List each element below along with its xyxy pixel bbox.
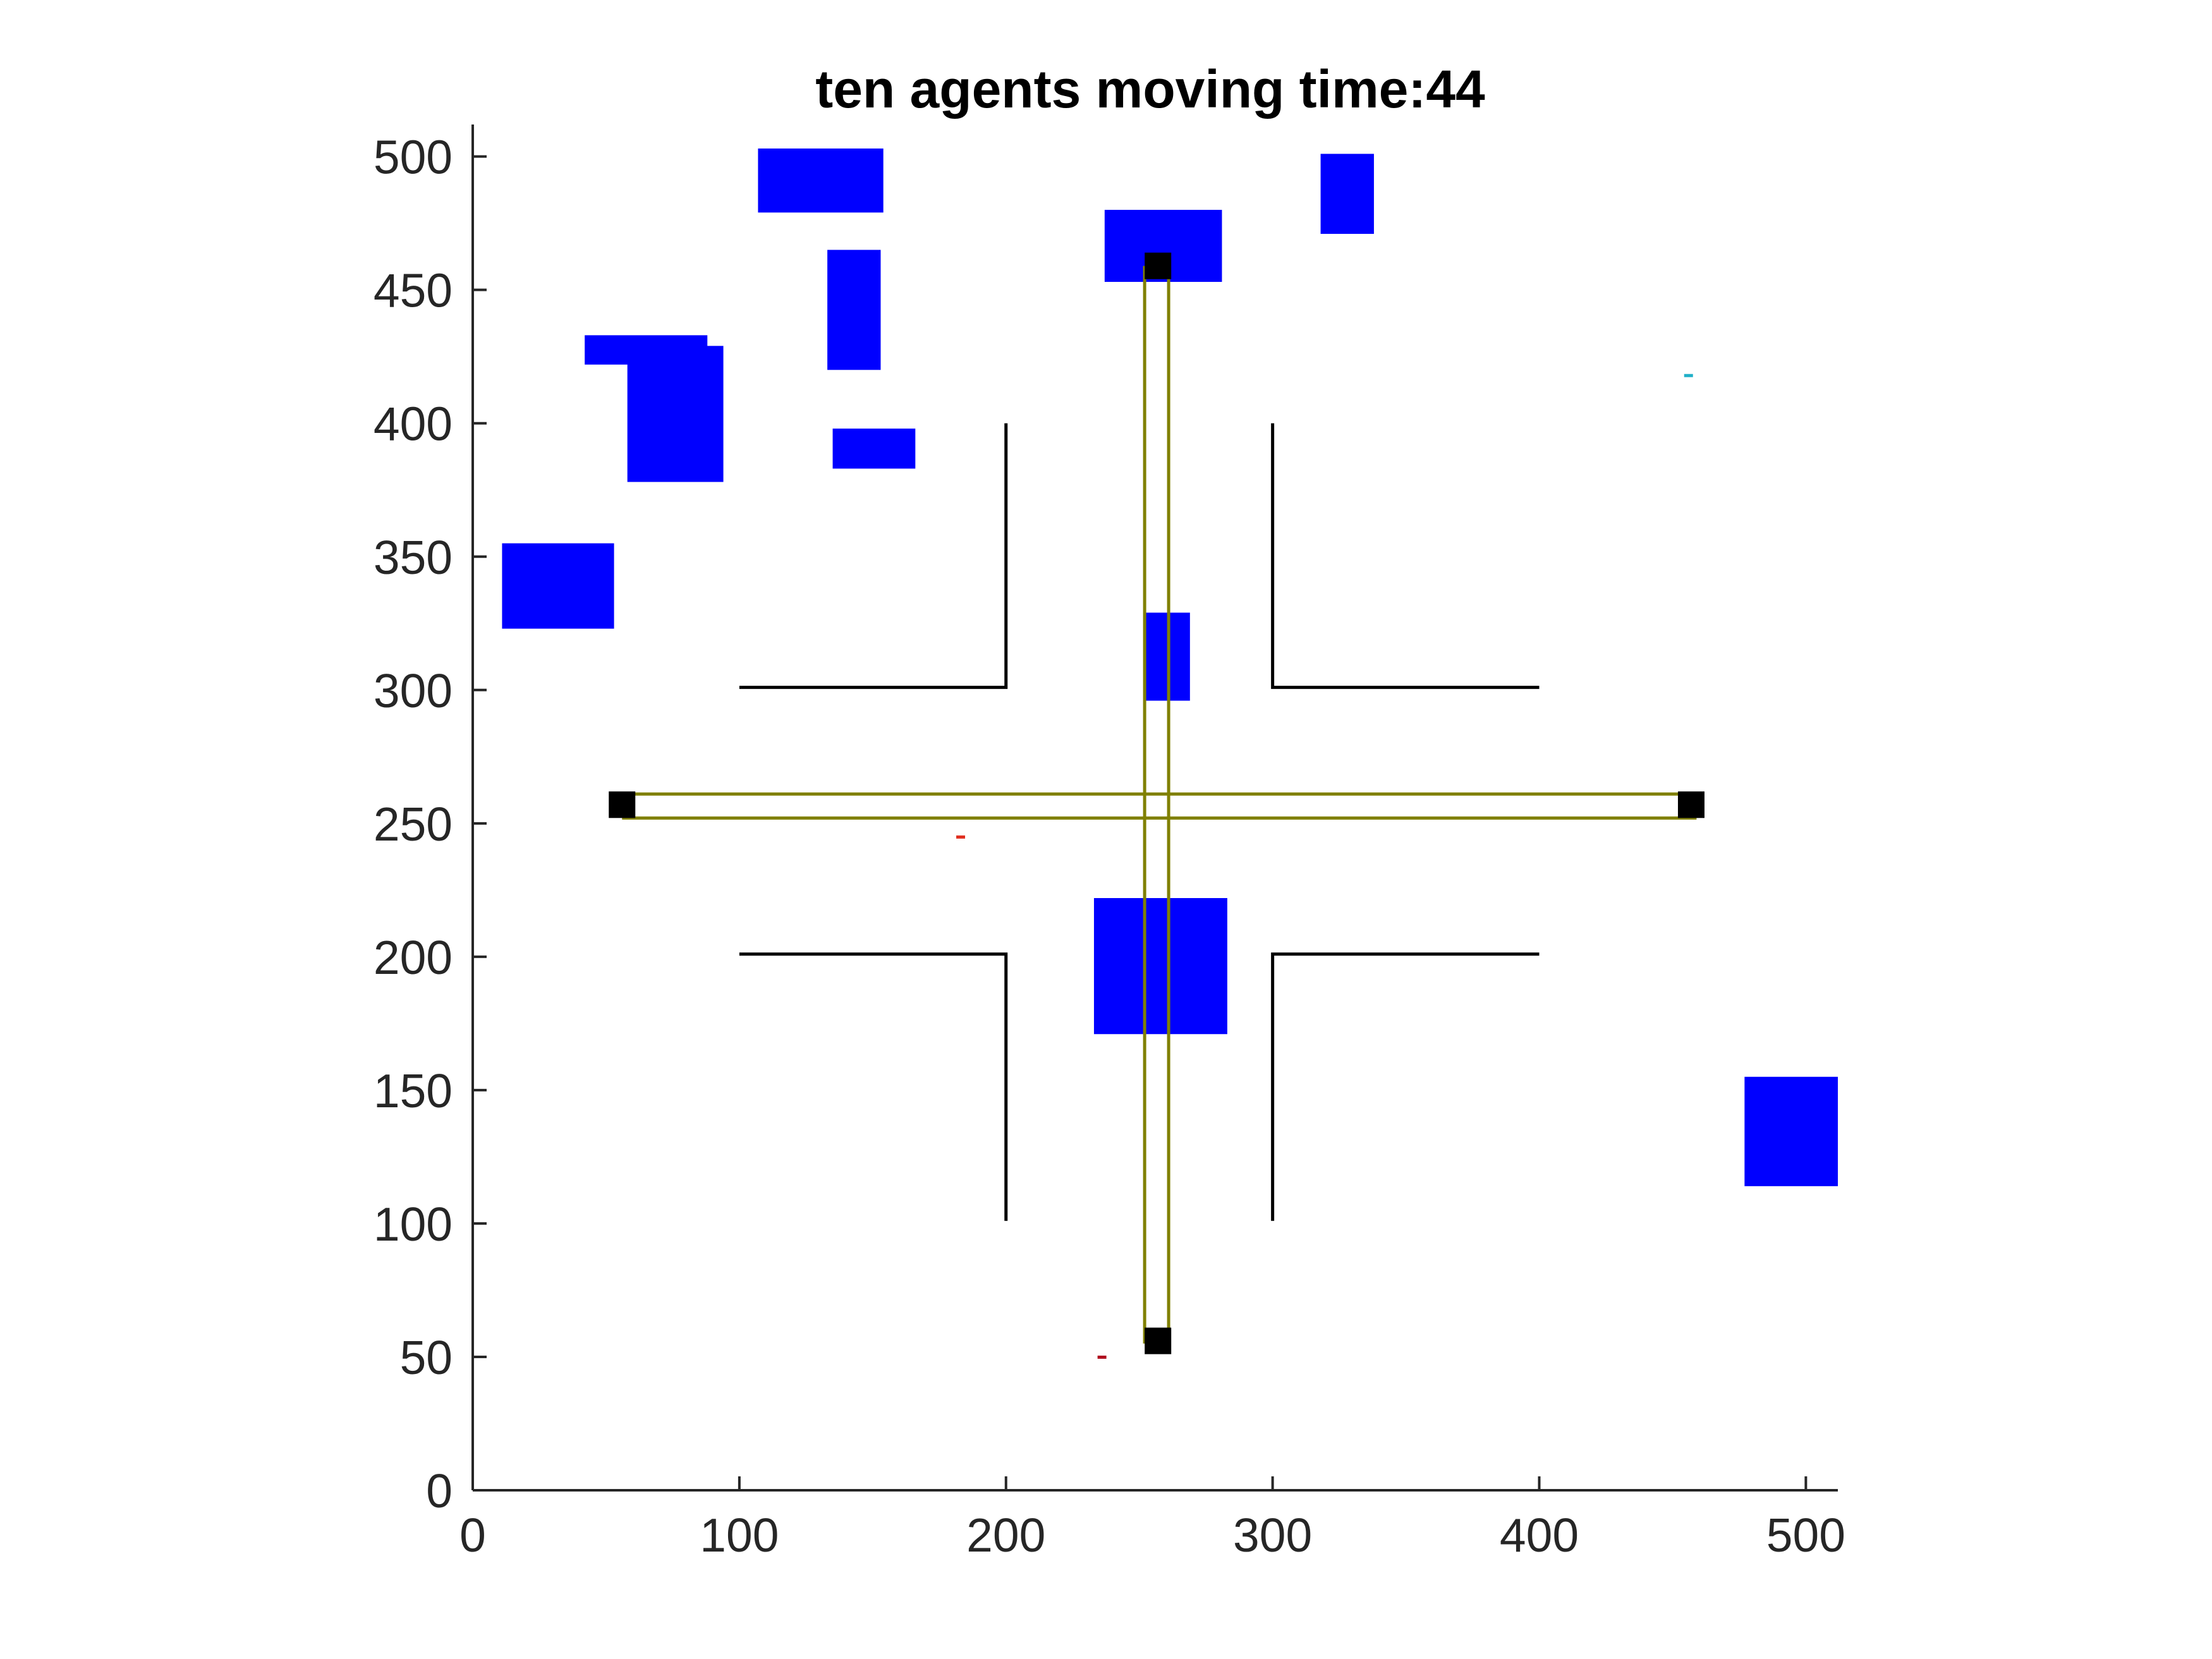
obstacle [1320,154,1374,234]
obstacle [1744,1076,1838,1186]
obstacle [627,346,724,482]
wall [1271,423,1540,690]
y-tick-label: 200 [374,931,453,984]
y-tick-label: 50 [400,1331,453,1384]
obstacle [1093,898,1227,1035]
plot-area [502,148,1838,1359]
y-tick-label: 450 [374,264,453,317]
chart-title: ten agents moving time:44 [815,59,1485,119]
y-tick-label: 0 [426,1464,453,1517]
endpoint-marker [1145,1327,1172,1354]
axes: 0 100 200 300 400 500 0 50 100 150 200 250 300 350 400… [374,125,1845,1562]
agent-marker [956,835,966,839]
endpoint-marker [1677,791,1705,818]
x-tick-label: 300 [1233,1509,1312,1562]
x-tick-label: 500 [1766,1509,1845,1562]
x-tick-label: 400 [1500,1509,1579,1562]
x-tick-label: 200 [966,1509,1045,1562]
x-tick-label: 100 [700,1509,779,1562]
x-tick-label: 0 [459,1509,486,1562]
y-tick-label: 300 [374,664,453,717]
obstacle [502,543,614,629]
obstacle [832,428,916,469]
wall [739,423,1008,690]
endpoint-marker [609,791,636,818]
obstacle [758,148,884,213]
y-tick-label: 350 [374,531,453,584]
y-tick-label: 250 [374,798,453,851]
agent-marker [1097,1355,1107,1359]
y-tick-label: 500 [374,131,453,184]
y-tick-label: 100 [374,1198,453,1251]
wall [739,952,1008,1221]
wall [1271,952,1540,1221]
agent-marker [1684,374,1693,377]
y-tick-label: 150 [374,1064,453,1117]
endpoint-marker [1145,252,1172,279]
y-tick-label: 400 [374,398,453,451]
obstacle [827,250,881,370]
